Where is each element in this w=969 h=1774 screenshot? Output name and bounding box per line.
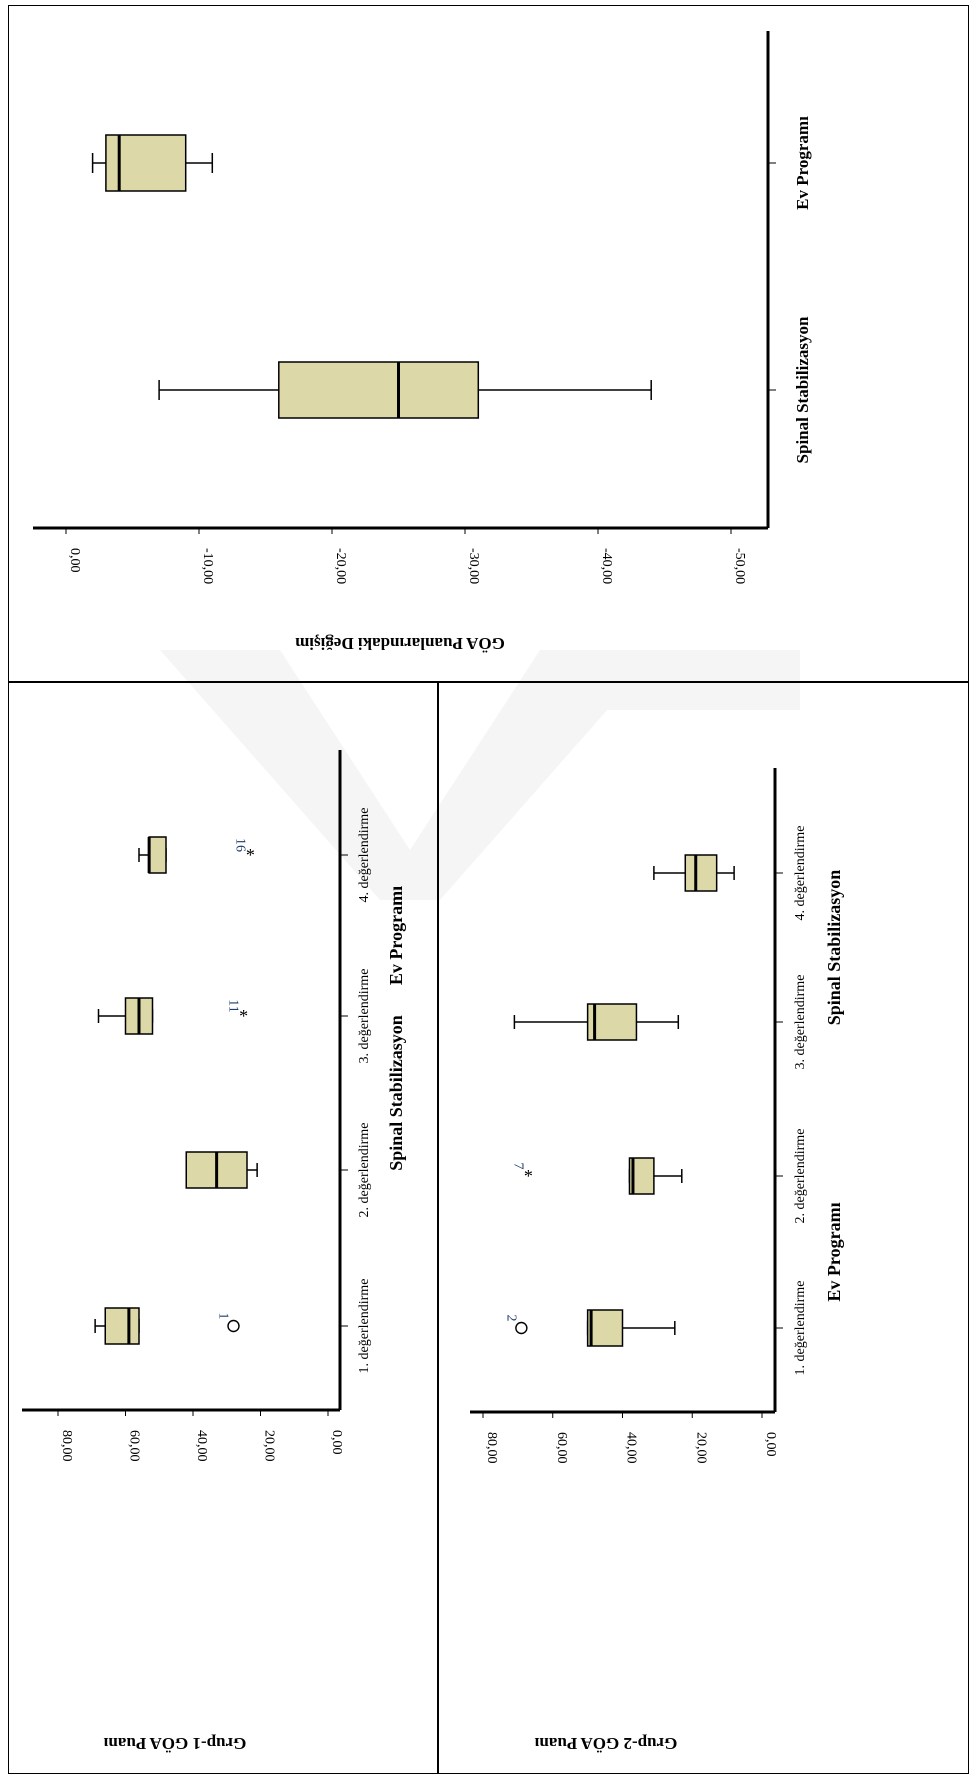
watermark-logo <box>160 650 800 900</box>
value-tick-label: 60,00 <box>554 1432 569 1464</box>
group-label: Ev Programı <box>386 886 406 985</box>
value-tick-label: -30,00 <box>466 548 481 584</box>
category-label: 1. değerlendirme <box>793 1281 808 1376</box>
box-iqr <box>104 1307 140 1345</box>
outlier-label: 11 <box>226 999 241 1012</box>
box-iqr <box>684 854 718 892</box>
value-tick-label: 80,00 <box>59 1430 74 1462</box>
outlier-label: 2 <box>503 1315 518 1322</box>
outlier-star: * <box>524 1166 533 1186</box>
value-tick-label: 40,00 <box>624 1432 639 1464</box>
category-label: 4. değerlendirme <box>357 808 372 903</box>
y-axis-title: Grup-2 GÖA Puanı <box>534 1734 677 1753</box>
value-tick-label: -10,00 <box>200 548 215 584</box>
value-tick-label: 0,00 <box>67 548 82 573</box>
value-tick-label: -20,00 <box>333 548 348 584</box>
value-tick-label: 20,00 <box>262 1430 277 1462</box>
category-label: Ev Programı <box>793 116 812 210</box>
outlier-circle <box>227 1319 240 1333</box>
category-label: 2. değerlendirme <box>357 1123 372 1218</box>
category-label: 2. değerlendirme <box>793 1129 808 1224</box>
value-tick-label: 80,00 <box>484 1432 499 1464</box>
group-label: Ev Programı <box>824 1202 844 1301</box>
outlier-label: 1 <box>216 1313 231 1320</box>
box-iqr <box>586 1309 624 1347</box>
value-tick-label: -40,00 <box>599 548 614 584</box>
outlier-star: * <box>246 845 255 865</box>
outlier-circle <box>515 1321 528 1335</box>
category-label: Spinal Stabilizasyon <box>793 316 812 463</box>
y-axis-title: GÖA Puanlarındaki Değişim <box>295 634 505 653</box>
outlier-label: 7 <box>510 1163 525 1170</box>
value-tick-label: 40,00 <box>194 1430 209 1462</box>
value-tick-label: 0,00 <box>329 1430 344 1455</box>
outlier-star: * <box>239 1006 248 1026</box>
category-label: 3. değerlendirme <box>793 975 808 1070</box>
value-tick-label: 0,00 <box>763 1432 778 1457</box>
category-label: 3. değerlendirme <box>357 969 372 1064</box>
group-label: Spinal Stabilizasyon <box>824 870 844 1026</box>
category-label: 1. değerlendirme <box>357 1279 372 1374</box>
group-label: Spinal Stabilizasyon <box>386 1015 406 1171</box>
value-tick-label: -50,00 <box>732 548 747 584</box>
value-tick-label: 60,00 <box>127 1430 142 1462</box>
outlier-label: 16 <box>232 838 247 852</box>
value-tick-label: 20,00 <box>693 1432 708 1464</box>
category-label: 4. değerlendirme <box>793 826 808 921</box>
y-axis-title: Grup-1 GÖA Puanı <box>103 1734 246 1753</box>
box-iqr <box>278 361 480 419</box>
